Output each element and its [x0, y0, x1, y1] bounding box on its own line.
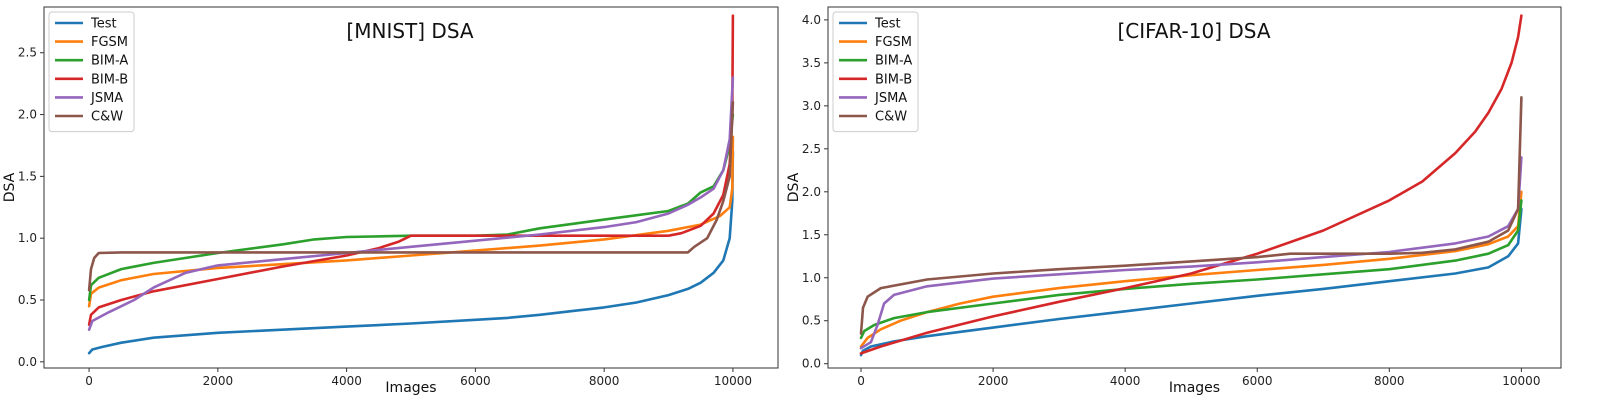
legend-label: FGSM	[91, 35, 128, 50]
y-tick-label: 0.5	[18, 293, 37, 307]
y-tick-label: 1.0	[18, 231, 37, 245]
y-tick-label: 2.0	[802, 185, 821, 199]
x-tick-label: 10000	[714, 374, 752, 388]
x-tick-label: 2000	[978, 374, 1009, 388]
x-tick-label: 8000	[589, 374, 620, 388]
y-tick-label: 0.5	[802, 314, 821, 328]
legend: Test FGSM BIM-A BIM-B JSMA C&W	[48, 11, 135, 133]
x-tick-label: 10000	[1502, 374, 1540, 388]
y-tick-label: 1.0	[802, 271, 821, 285]
y-tick-label: 2.5	[802, 142, 821, 156]
plot-frame	[43, 6, 779, 369]
legend-label: Test	[874, 17, 901, 32]
series-line-bim-b	[859, 14, 1523, 355]
legend-label: Test	[90, 17, 117, 32]
y-tick-label: 3.0	[802, 99, 821, 113]
y-axis-label: DSA	[2, 172, 18, 202]
chart-1: 0 2000 4000 6000 8000 10000 0.0 0.5 1.0 1.5 2.0 2.5…	[2, 6, 779, 396]
series-line-test	[87, 150, 735, 355]
legend-label: JSMA	[90, 91, 123, 106]
legend-label: BIM-A	[91, 54, 128, 69]
legend-label: C&W	[875, 110, 907, 125]
x-axis-label: Images	[1169, 380, 1220, 396]
legend-label: BIM-A	[875, 54, 912, 69]
x-tick-label: 0	[85, 374, 93, 388]
series-line-bim-b	[87, 14, 735, 327]
y-tick-label: 2.0	[18, 108, 37, 122]
y-tick-label: 0.0	[802, 357, 821, 371]
legend-label: C&W	[91, 110, 123, 125]
x-tick-label: 2000	[203, 374, 234, 388]
legend-label: BIM-B	[91, 72, 128, 87]
legend-label: JSMA	[874, 91, 907, 106]
series-line-bim-a	[859, 199, 1523, 340]
y-axis-label: DSA	[786, 172, 802, 202]
x-tick-label: 0	[857, 374, 865, 388]
series-line-jsma	[859, 156, 1523, 350]
legend-label: BIM-B	[875, 72, 912, 87]
chart-2: 0 2000 4000 6000 8000 10000 0.0 0.5 1.0 1.5 2.0 2.5…	[786, 6, 1562, 396]
y-tick-label: 2.5	[18, 46, 37, 60]
y-tick-label: 1.5	[18, 169, 37, 183]
chart-title: [MNIST] DSA	[346, 19, 473, 43]
x-tick-label: 4000	[331, 374, 362, 388]
y-tick-label: 3.5	[802, 56, 821, 70]
legend-label: FGSM	[875, 35, 912, 50]
series-line-jsma	[87, 76, 735, 332]
y-tick-label: 0.0	[18, 355, 37, 369]
y-tick-label: 1.5	[802, 228, 821, 242]
y-tick-label: 4.0	[802, 13, 821, 27]
plot-frame	[827, 6, 1562, 369]
series-line-c-w	[87, 100, 735, 292]
x-tick-label: 6000	[460, 374, 491, 388]
series-line-test	[859, 207, 1523, 357]
x-tick-label: 6000	[1242, 374, 1273, 388]
series-line-c-w	[859, 96, 1523, 335]
x-axis-label: Images	[385, 380, 436, 396]
legend: Test FGSM BIM-A BIM-B JSMA C&W	[832, 11, 919, 133]
chart-title: [CIFAR-10] DSA	[1117, 19, 1270, 43]
series-line-fgsm	[859, 190, 1523, 348]
x-tick-label: 8000	[1374, 374, 1405, 388]
x-tick-label: 4000	[1110, 374, 1141, 388]
